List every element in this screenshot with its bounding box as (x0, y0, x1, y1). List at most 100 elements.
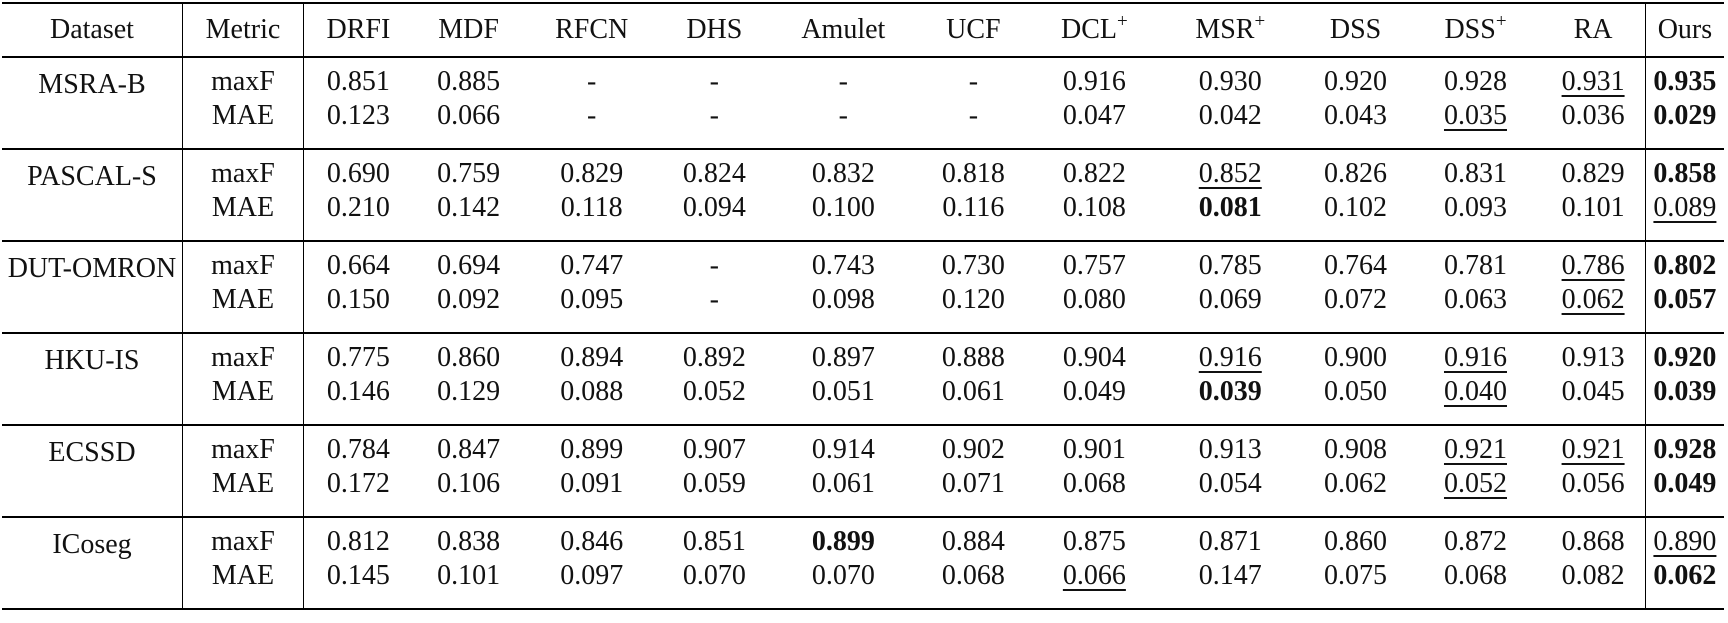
value-text: 0.049 (1653, 468, 1717, 499)
value-cell: 0.888 (917, 333, 1030, 374)
dataset-name: DUT-OMRON (7, 253, 177, 284)
value-text: 0.781 (1443, 250, 1507, 281)
value-text: 0.062 (1653, 560, 1717, 591)
metric-label: maxF (181, 241, 304, 282)
value-cell: 0.868 (1541, 517, 1645, 558)
value-cell: 0.913 (1159, 425, 1301, 466)
value-text: 0.894 (560, 342, 624, 373)
value-text: 0.858 (1653, 158, 1717, 189)
value-text: 0.075 (1324, 560, 1388, 591)
value-text: 0.847 (437, 434, 501, 465)
value-cell: 0.916 (1030, 57, 1160, 98)
value-cell: 0.907 (659, 425, 769, 466)
value-text: 0.062 (1324, 468, 1388, 499)
value-cell: 0.210 (302, 190, 413, 241)
value-text: 0.829 (560, 158, 624, 189)
metric-label: maxF (181, 333, 304, 374)
value-cell: 0.785 (1159, 241, 1301, 282)
value-text: 0.172 (326, 468, 390, 499)
value-cell: 0.852 (1159, 149, 1301, 190)
value-cell: 0.829 (524, 149, 659, 190)
metric-label: maxF (181, 425, 304, 466)
value-text: 0.851 (682, 526, 746, 557)
value-cell: 0.920 (1301, 57, 1409, 98)
value-cell: 0.100 (770, 190, 918, 241)
value-cell: 0.831 (1410, 149, 1542, 190)
header-dss: DSS (1329, 14, 1382, 45)
value-text: 0.102 (1324, 192, 1388, 223)
value-cell: 0.066 (1030, 558, 1160, 609)
value-cell: 0.664 (302, 241, 413, 282)
table-row: MAE 0.172 0.106 0.091 0.059 0.061 0.071 0.068 0.… (2, 466, 1724, 517)
value-cell: 0.082 (1541, 558, 1645, 609)
value-cell: 0.759 (413, 149, 524, 190)
table-row: DUT-OMRON maxF 0.664 0.694 0.747 - 0.743 0.730 0… (2, 241, 1724, 284)
value-text: 0.036 (1561, 100, 1625, 131)
value-text: 0.829 (1561, 158, 1625, 189)
value-cell: - (770, 98, 918, 149)
value-cell: - (524, 98, 659, 149)
value-cell: 0.892 (659, 333, 769, 374)
value-text: 0.747 (560, 250, 624, 281)
value-cell: 0.039 (1159, 374, 1301, 425)
value-text: - (838, 66, 848, 97)
value-text: 0.916 (1198, 342, 1262, 373)
value-cell: 0.885 (413, 57, 524, 98)
value-text: 0.101 (437, 560, 501, 591)
value-cell: 0.051 (770, 374, 918, 425)
value-text: 0.802 (1653, 250, 1717, 281)
header-ra: RA (1573, 14, 1613, 45)
value-text: 0.059 (682, 468, 746, 499)
value-text: 0.210 (326, 192, 390, 223)
value-cell: 0.694 (413, 241, 524, 282)
metric-label: MAE (181, 558, 304, 609)
value-text: - (968, 66, 979, 97)
value-text: 0.930 (1198, 66, 1262, 97)
value-text: 0.061 (941, 376, 1005, 407)
value-text: 0.907 (682, 434, 746, 465)
value-cell: 0.043 (1301, 98, 1409, 149)
value-cell: 0.826 (1301, 149, 1409, 190)
value-cell: 0.062 (1541, 282, 1645, 333)
value-cell: 0.781 (1410, 241, 1542, 282)
value-cell: 0.884 (917, 517, 1030, 558)
value-cell: 0.921 (1541, 425, 1645, 466)
metric-label: maxF (181, 57, 304, 98)
value-text: 0.868 (1561, 526, 1625, 557)
value-text: 0.860 (437, 342, 501, 373)
value-cell: 0.920 (1644, 333, 1724, 374)
value-cell: 0.039 (1644, 374, 1724, 425)
value-text: 0.916 (1062, 66, 1126, 97)
value-text: 0.921 (1561, 434, 1625, 465)
value-cell: 0.142 (413, 190, 524, 241)
value-cell: 0.081 (1159, 190, 1301, 241)
value-cell: 0.860 (413, 333, 524, 374)
value-cell: 0.824 (659, 149, 769, 190)
value-text: 0.831 (1443, 158, 1507, 189)
value-cell: 0.145 (302, 558, 413, 609)
value-text: 0.826 (1324, 158, 1388, 189)
value-cell: 0.070 (659, 558, 769, 609)
value-cell: 0.899 (524, 425, 659, 466)
value-text: 0.082 (1561, 560, 1625, 591)
value-text: 0.142 (437, 192, 501, 223)
value-cell: 0.829 (1541, 149, 1645, 190)
value-cell: 0.914 (770, 425, 918, 466)
value-text: 0.764 (1324, 250, 1388, 281)
value-text: 0.908 (1324, 434, 1388, 465)
value-text: 0.062 (1561, 284, 1625, 315)
value-cell: - (770, 57, 918, 98)
value-text: 0.097 (560, 560, 624, 591)
value-text: 0.147 (1198, 560, 1262, 591)
value-text: 0.913 (1198, 434, 1262, 465)
value-cell: 0.851 (659, 517, 769, 558)
value-cell: 0.858 (1644, 149, 1724, 190)
value-cell: 0.118 (524, 190, 659, 241)
value-cell: 0.062 (1644, 558, 1724, 609)
value-text: 0.832 (811, 158, 875, 189)
value-text: 0.070 (682, 560, 746, 591)
value-cell: 0.757 (1030, 241, 1160, 282)
value-text: 0.775 (326, 342, 390, 373)
value-text: 0.101 (1561, 192, 1625, 223)
